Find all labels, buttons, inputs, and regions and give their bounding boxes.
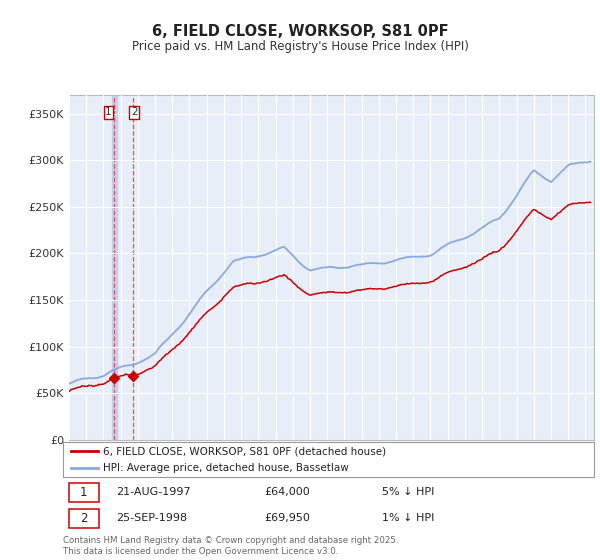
Text: 2: 2 xyxy=(131,108,137,117)
Text: 1% ↓ HPI: 1% ↓ HPI xyxy=(382,514,434,524)
Text: £64,000: £64,000 xyxy=(265,487,311,497)
Text: £69,950: £69,950 xyxy=(265,514,311,524)
Text: Contains HM Land Registry data © Crown copyright and database right 2025.
This d: Contains HM Land Registry data © Crown c… xyxy=(63,536,398,556)
Text: 6, FIELD CLOSE, WORKSOP, S81 0PF: 6, FIELD CLOSE, WORKSOP, S81 0PF xyxy=(152,24,448,39)
Text: 1: 1 xyxy=(80,486,88,499)
Text: 25-SEP-1998: 25-SEP-1998 xyxy=(116,514,187,524)
Bar xyxy=(112,95,117,440)
Text: 1: 1 xyxy=(105,108,112,117)
Text: 5% ↓ HPI: 5% ↓ HPI xyxy=(382,487,434,497)
FancyBboxPatch shape xyxy=(70,509,98,528)
Text: 6, FIELD CLOSE, WORKSOP, S81 0PF (detached house): 6, FIELD CLOSE, WORKSOP, S81 0PF (detach… xyxy=(103,446,386,456)
Text: 21-AUG-1997: 21-AUG-1997 xyxy=(116,487,191,497)
Text: HPI: Average price, detached house, Bassetlaw: HPI: Average price, detached house, Bass… xyxy=(103,463,349,473)
Text: Price paid vs. HM Land Registry's House Price Index (HPI): Price paid vs. HM Land Registry's House … xyxy=(131,40,469,53)
FancyBboxPatch shape xyxy=(70,483,98,502)
Text: 2: 2 xyxy=(80,512,88,525)
